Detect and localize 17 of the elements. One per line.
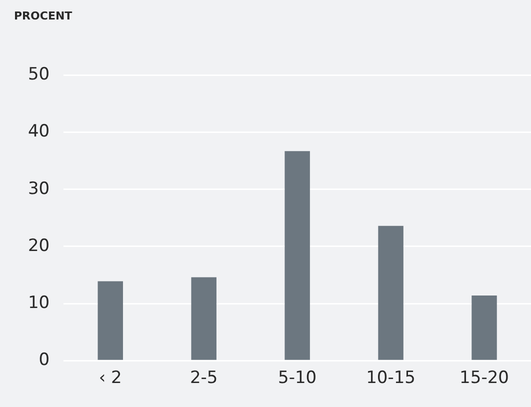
bar (191, 277, 216, 360)
x-tick-label: 10-15 (366, 368, 416, 388)
bar (98, 281, 123, 360)
y-tick-label: 20 (28, 236, 50, 256)
x-tick-label: 15-20 (460, 368, 509, 388)
y-tick-label: 10 (28, 292, 50, 313)
y-tick-label: 50 (28, 64, 50, 85)
y-tick-label: 40 (28, 122, 50, 142)
bar (472, 296, 497, 360)
x-tick-label: ‹ 2 (98, 368, 122, 388)
y-tick-label: 30 (28, 178, 50, 199)
x-tick-label: 2-5 (190, 368, 218, 388)
y-tick-label: 0 (38, 350, 50, 370)
bar (284, 151, 310, 360)
x-tick-label: 5-10 (278, 368, 317, 388)
bar (378, 226, 404, 360)
y-axis-title: PROCENT (14, 9, 73, 22)
